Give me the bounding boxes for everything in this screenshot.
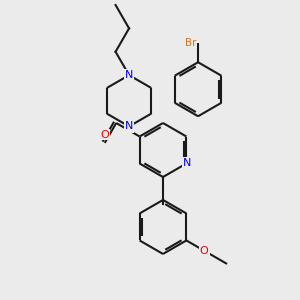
Text: Br: Br — [184, 38, 196, 48]
Text: N: N — [125, 70, 133, 80]
Text: N: N — [125, 122, 133, 131]
Text: O: O — [200, 246, 208, 256]
Text: O: O — [100, 130, 109, 140]
Text: N: N — [183, 158, 192, 169]
